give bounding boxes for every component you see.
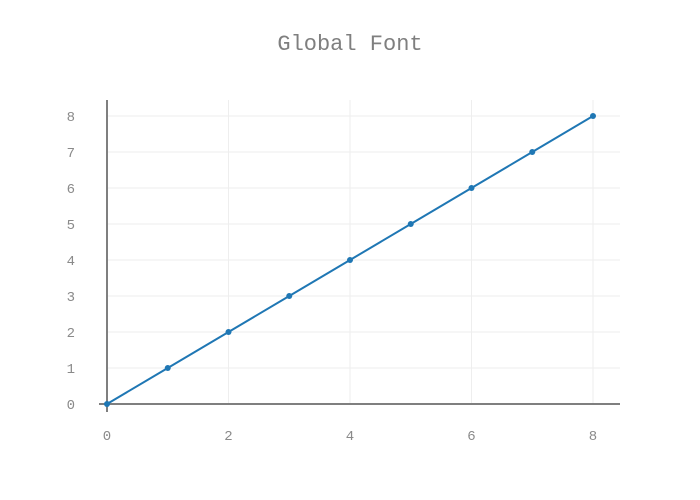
x-tick-label: 0 (103, 429, 111, 445)
y-tick-label: 6 (67, 182, 75, 198)
y-tick-label: 7 (67, 146, 75, 162)
data-point[interactable] (286, 293, 293, 299)
y-tick-label: 5 (67, 218, 75, 234)
y-tick-label: 1 (67, 362, 75, 378)
chart-title: Global Font (277, 32, 422, 57)
y-tick-label: 8 (67, 110, 75, 126)
grid-lines (107, 100, 620, 404)
tick-labels: 0 1 2 3 4 5 6 7 8 0 2 4 6 8 (67, 110, 598, 445)
x-tick-label: 8 (589, 429, 597, 445)
series-group (104, 113, 596, 407)
y-tick-label: 4 (67, 254, 75, 270)
data-point[interactable] (590, 113, 596, 119)
data-point[interactable] (529, 149, 536, 155)
data-point[interactable] (104, 401, 110, 407)
axes (99, 100, 620, 412)
x-tick-label: 2 (224, 429, 232, 445)
x-tick-label: 6 (467, 429, 475, 445)
y-tick-label: 0 (67, 398, 75, 414)
data-point[interactable] (164, 365, 171, 371)
x-tick-label: 4 (346, 429, 354, 445)
data-point[interactable] (468, 185, 475, 191)
data-point[interactable] (407, 221, 414, 227)
data-point[interactable] (347, 257, 353, 263)
y-tick-label: 2 (67, 326, 75, 342)
y-tick-label: 3 (67, 290, 75, 306)
data-point[interactable] (225, 329, 232, 335)
